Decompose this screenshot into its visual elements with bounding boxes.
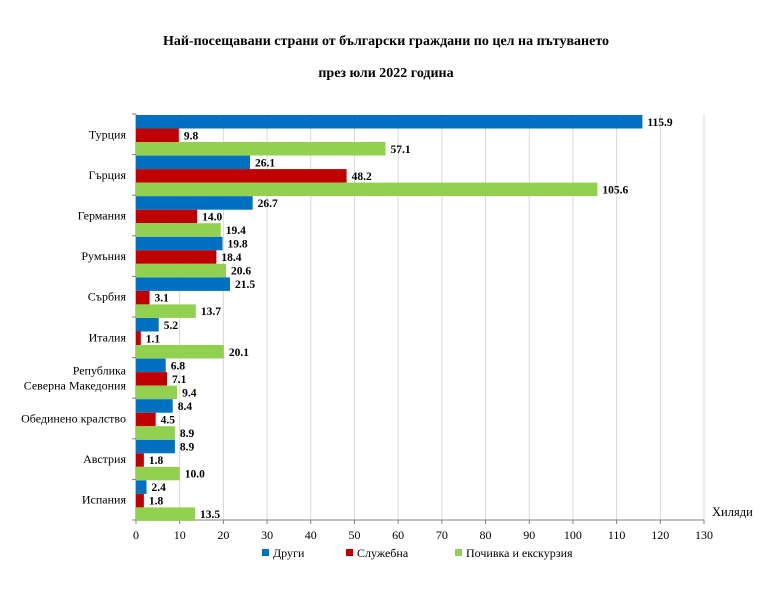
bar <box>136 480 147 494</box>
x-axis-unit-label: Хиляди <box>712 505 753 519</box>
chart-subtitle: през юли 2022 година <box>318 66 454 81</box>
bar <box>136 223 221 237</box>
data-label: 57.1 <box>390 144 410 156</box>
x-tick-label: 100 <box>564 528 582 542</box>
bar <box>136 453 144 467</box>
data-label: 1.1 <box>146 333 161 345</box>
data-label: 2.4 <box>151 482 166 494</box>
legend-label: Служебна <box>357 546 409 560</box>
data-label: 19.8 <box>228 239 248 251</box>
data-label: 8.9 <box>180 442 195 454</box>
x-tick-label: 130 <box>695 528 713 542</box>
bar <box>136 493 144 508</box>
bar <box>136 358 166 373</box>
data-label: 48.2 <box>352 171 372 183</box>
data-label: 9.8 <box>184 130 199 142</box>
chart-title: Най-посещавани страни от български гражд… <box>162 34 610 49</box>
bar <box>136 290 150 305</box>
data-label: 21.5 <box>235 279 255 291</box>
data-label: 5.2 <box>164 320 179 332</box>
bar <box>136 345 224 359</box>
bar <box>136 196 253 210</box>
x-tick-label: 0 <box>133 528 139 542</box>
x-tick-label: 50 <box>348 528 360 542</box>
x-tick-label: 30 <box>261 528 273 542</box>
bar <box>136 331 141 345</box>
legend-swatch <box>346 549 353 556</box>
category-label: Северна Македония <box>24 378 127 392</box>
category-label: Република <box>73 363 127 377</box>
data-label: 10.0 <box>185 469 205 481</box>
category-label: Гърция <box>88 168 126 182</box>
x-tick-label: 120 <box>651 528 669 542</box>
x-tick-label: 70 <box>436 528 448 542</box>
x-tick-label: 10 <box>174 528 186 542</box>
bar <box>136 507 195 521</box>
data-label: 13.5 <box>200 509 220 521</box>
category-label: Обединено кралство <box>21 412 126 426</box>
data-label: 18.4 <box>221 252 241 264</box>
bar <box>136 426 175 440</box>
x-tick-label: 60 <box>392 528 404 542</box>
bar <box>136 318 159 332</box>
data-label: 14.0 <box>202 211 222 223</box>
legend-label: Други <box>273 546 305 560</box>
bar <box>136 385 178 400</box>
data-label: 4.5 <box>161 414 176 426</box>
data-label: 19.4 <box>226 225 246 237</box>
bar <box>136 182 598 197</box>
legend-swatch <box>455 549 462 556</box>
bar <box>136 304 196 318</box>
bar <box>136 169 347 183</box>
data-label: 26.7 <box>258 198 278 210</box>
bar <box>136 263 227 278</box>
data-label: 1.8 <box>149 455 164 467</box>
bar <box>136 142 386 156</box>
data-label: 8.4 <box>178 401 193 413</box>
data-label: 115.9 <box>647 117 672 129</box>
category-label: Италия <box>89 330 127 344</box>
bar <box>136 209 198 224</box>
bar <box>136 236 223 251</box>
category-label: Австрия <box>83 452 126 466</box>
bar <box>136 128 179 142</box>
data-label: 105.6 <box>602 184 628 196</box>
x-tick-label: 80 <box>480 528 492 542</box>
bar <box>136 439 175 454</box>
category-label: Германия <box>78 209 127 223</box>
bar <box>136 250 217 264</box>
legend-label: Почивка и екскурзия <box>466 546 573 560</box>
category-label: Сърбия <box>88 290 127 304</box>
bar <box>136 277 230 291</box>
data-label: 20.1 <box>229 347 249 359</box>
category-label: Румъния <box>81 249 126 263</box>
x-tick-label: 90 <box>523 528 535 542</box>
data-label: 20.6 <box>231 266 251 278</box>
bar <box>136 372 168 386</box>
data-label: 13.7 <box>201 306 221 318</box>
category-label: Турция <box>89 127 127 141</box>
bar <box>136 399 173 413</box>
category-label: Испания <box>82 493 127 507</box>
x-tick-label: 20 <box>217 528 229 542</box>
bar <box>136 115 643 129</box>
bar <box>136 155 251 170</box>
data-label: 9.4 <box>182 387 197 399</box>
data-label: 26.1 <box>255 157 275 169</box>
data-label: 1.8 <box>149 496 164 508</box>
bar <box>136 466 180 481</box>
data-label: 3.1 <box>155 293 170 305</box>
data-label: 8.9 <box>180 428 195 440</box>
bar <box>136 412 156 427</box>
legend-swatch <box>262 549 269 556</box>
data-label: 7.1 <box>172 374 187 386</box>
x-tick-label: 40 <box>305 528 317 542</box>
data-label: 6.8 <box>171 360 186 372</box>
x-tick-label: 110 <box>608 528 626 542</box>
